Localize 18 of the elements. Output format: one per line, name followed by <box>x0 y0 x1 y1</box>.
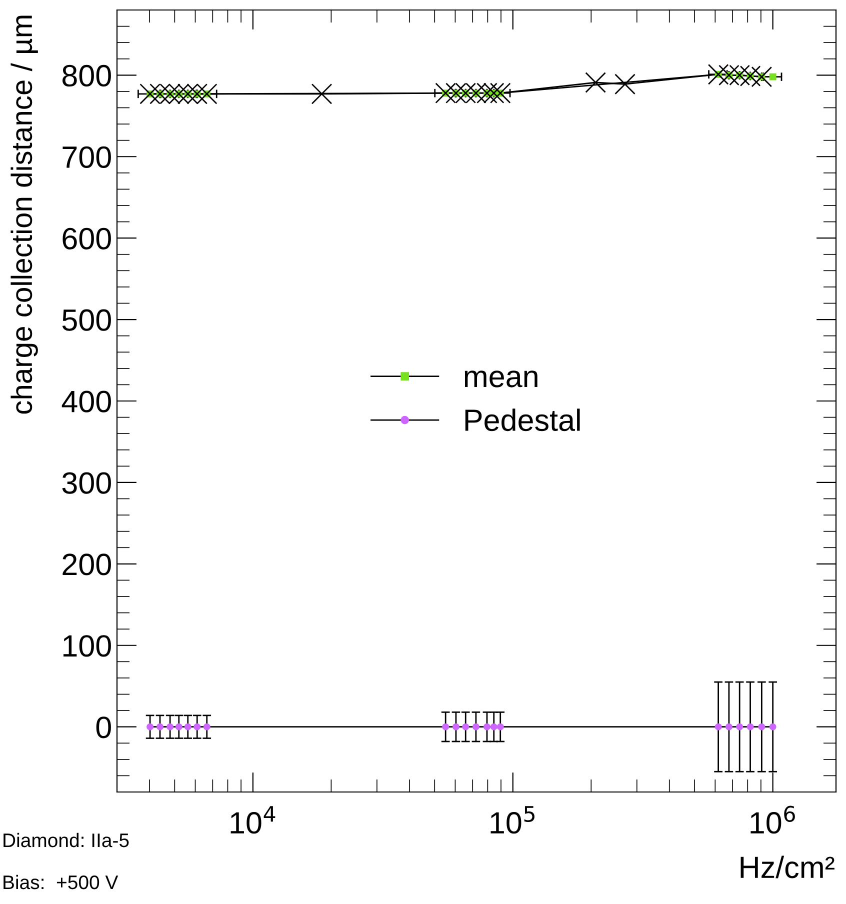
y-tick-label: 500 <box>62 309 111 331</box>
y-tick-label: 400 <box>62 390 111 412</box>
x-tick-label: 10$^{6}$ <box>750 806 795 834</box>
y-tick-label: 600 <box>62 228 111 250</box>
text: Bias: +500 V <box>4 874 118 890</box>
legend-label: mean <box>464 370 538 388</box>
x-tick-label: 10$^{4}$ <box>230 806 276 834</box>
y-tick-label: 800 <box>62 64 111 87</box>
y-axis-title: charge collection distance / µm <box>10 16 38 414</box>
text: Diamond: IIa-5 <box>4 832 129 848</box>
legend-label: Pedestal <box>465 408 580 432</box>
y-tick-label: 200 <box>62 554 111 576</box>
y-tick-label: 700 <box>62 146 111 168</box>
x-axis-title: Hz/cm² <box>740 856 834 878</box>
x-tick-label: 10$^{5}$ <box>490 806 534 834</box>
y-tick-label: 100 <box>63 635 111 657</box>
y-tick-label: 0 <box>96 716 111 738</box>
y-tick-label: 300 <box>62 472 111 494</box>
